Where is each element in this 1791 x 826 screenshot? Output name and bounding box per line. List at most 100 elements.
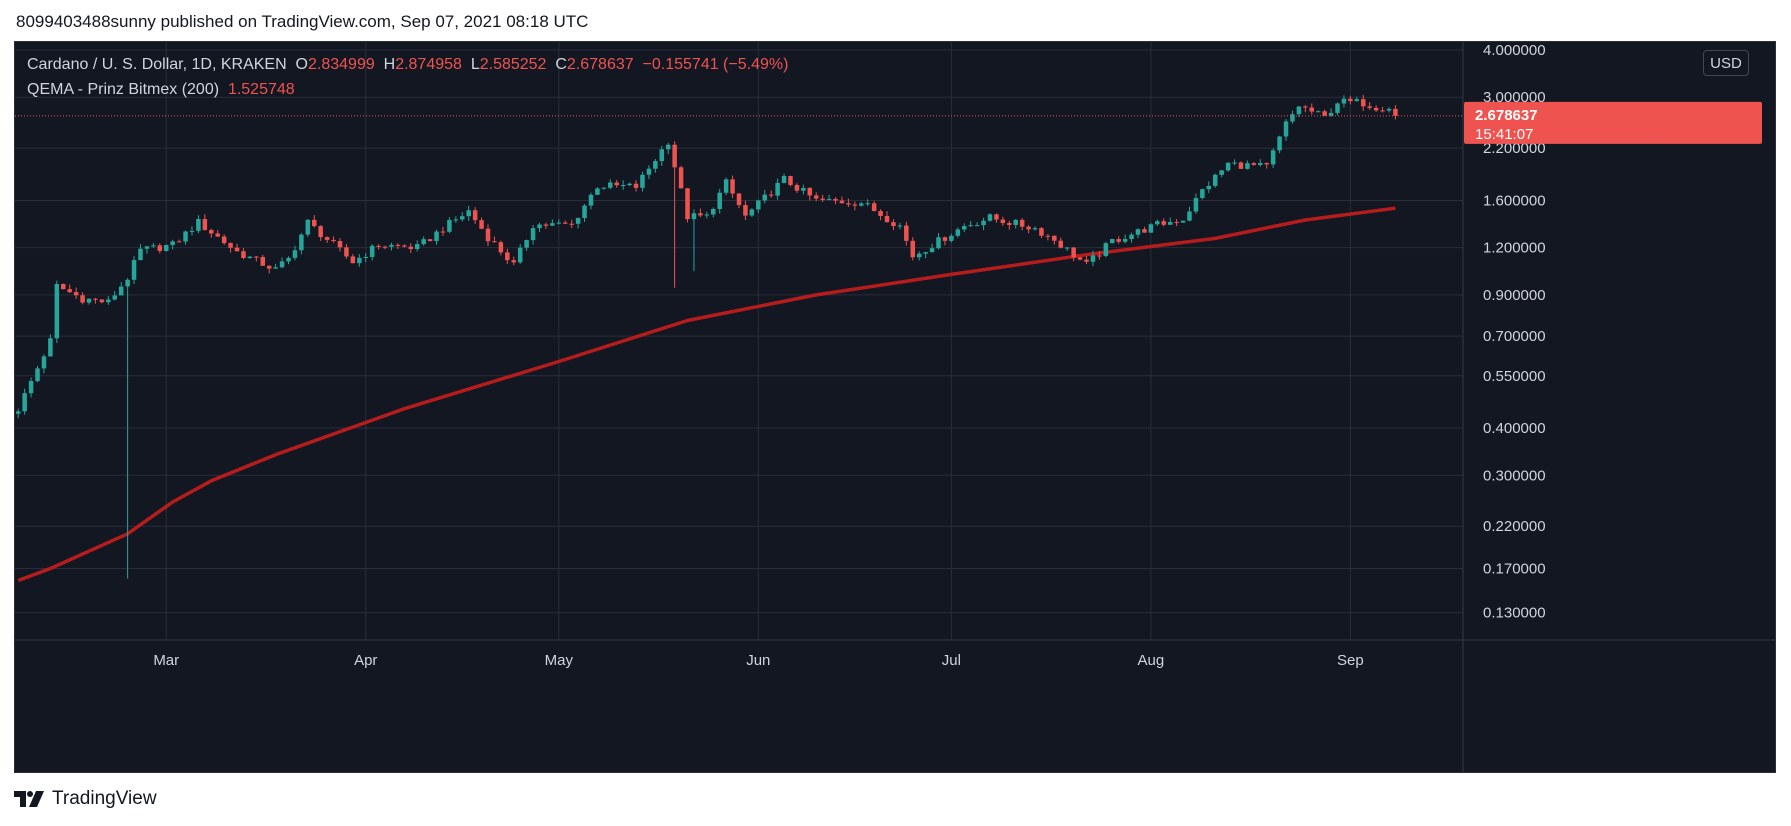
candle-body: [1258, 163, 1263, 165]
candle-body: [299, 234, 304, 251]
candle-body: [633, 183, 639, 188]
candle-body: [1148, 224, 1154, 233]
candle-body: [730, 179, 735, 194]
low-value: 2.585252: [479, 56, 547, 73]
candle-body: [1290, 114, 1295, 122]
indicator-name[interactable]: QEMA - Prinz Bitmex (200): [27, 81, 220, 98]
y-tick-label: 0.550000: [1483, 368, 1546, 385]
candle-body: [955, 229, 961, 236]
candle-body: [1071, 247, 1076, 258]
candle-body: [202, 219, 208, 230]
candle-body: [1103, 243, 1109, 256]
candle-body: [813, 195, 819, 199]
candle-body: [537, 224, 542, 229]
candle-body: [891, 222, 896, 227]
candle-body: [575, 218, 581, 224]
candle-body: [1039, 228, 1044, 236]
candle-body: [498, 242, 504, 253]
candle-body: [1251, 163, 1257, 165]
candle-body: [247, 256, 253, 258]
candle-body: [685, 188, 690, 220]
close-label: C: [555, 56, 567, 73]
candle-body: [588, 194, 594, 206]
candle-body: [209, 229, 214, 234]
candle-body: [472, 210, 478, 221]
candle-body: [601, 187, 607, 189]
open-label: O: [295, 56, 308, 73]
candle-body: [1225, 162, 1231, 171]
candle-body: [312, 219, 317, 227]
candle-body: [743, 205, 748, 216]
candle-body: [389, 244, 394, 247]
candle-body: [460, 216, 465, 220]
candle-body: [1270, 150, 1276, 165]
candle-body: [286, 257, 291, 262]
candle-body: [67, 289, 72, 293]
low-label: L: [470, 56, 480, 73]
candle-body: [768, 194, 774, 196]
y-tick-label: 0.700000: [1483, 328, 1546, 345]
x-tick-label: Apr: [354, 652, 377, 669]
tradingview-logo[interactable]: TradingView: [14, 788, 157, 810]
last-price-badge: [1464, 101, 1762, 144]
candle-body: [1238, 162, 1244, 169]
candle-body: [234, 247, 240, 252]
price-chart[interactable]: 4.0000003.0000002.2000001.6000001.200000…: [15, 42, 1775, 772]
candle-body: [961, 226, 967, 230]
candle-body: [1193, 198, 1199, 212]
candle-body: [1341, 98, 1347, 104]
candle-body: [344, 247, 349, 257]
candle-body: [99, 299, 105, 303]
candle-body: [653, 161, 658, 169]
candle-body: [659, 149, 665, 162]
candle-body: [1296, 106, 1302, 115]
high-value: 2.874958: [395, 56, 462, 73]
candle-body: [15, 411, 21, 414]
tradingview-logo-icon: [14, 791, 44, 807]
candle-body: [357, 257, 362, 264]
candle-body: [1373, 107, 1379, 111]
y-tick-label: 0.900000: [1483, 287, 1546, 304]
candle-body: [672, 144, 677, 168]
candle-body: [556, 222, 562, 224]
y-tick-label: 1.600000: [1483, 192, 1546, 209]
candle-body: [1348, 98, 1353, 102]
candle-body: [1007, 223, 1012, 225]
candle-body: [974, 225, 980, 227]
candle-body: [28, 381, 34, 394]
candle-body: [163, 245, 169, 251]
candle-body: [1309, 107, 1315, 112]
legend-row-indicator: QEMA - Prinz Bitmex (200) 1.525748: [27, 77, 788, 102]
candle-body: [485, 228, 491, 242]
chart-panel[interactable]: 4.000000 3.000000 2.200000 1.600000 1.200000…: [14, 41, 1776, 773]
candle-body: [1135, 229, 1141, 235]
candle-body: [1277, 136, 1282, 151]
candle-body: [756, 200, 761, 210]
candle-body: [414, 244, 420, 250]
currency-button[interactable]: USD: [1703, 50, 1749, 76]
candle-body: [479, 220, 484, 229]
candle-body: [530, 228, 536, 241]
change-value: −0.155741 (−5.49%): [642, 56, 789, 73]
candle-body: [775, 182, 780, 196]
candle-body: [562, 222, 568, 224]
x-tick-label: Jul: [942, 652, 961, 669]
candle-body: [395, 244, 401, 246]
candle-body: [801, 187, 806, 191]
candle-body: [1264, 163, 1269, 165]
candle-body: [35, 368, 40, 382]
candle-body: [904, 225, 909, 241]
candle-body: [106, 299, 111, 303]
x-tick-label: May: [545, 652, 574, 669]
candle-body: [968, 225, 973, 227]
candle-body: [1322, 111, 1327, 116]
open-value: 2.834999: [308, 56, 375, 73]
y-tick-label: 0.220000: [1483, 518, 1546, 535]
y-tick-label: 4.000000: [1483, 42, 1546, 59]
candle-body: [1283, 121, 1289, 137]
candle-body: [929, 248, 935, 253]
qema-layer: [17, 206, 1396, 583]
candle-body: [1045, 235, 1051, 237]
candle-body: [93, 298, 98, 300]
candle-body: [1013, 219, 1018, 225]
